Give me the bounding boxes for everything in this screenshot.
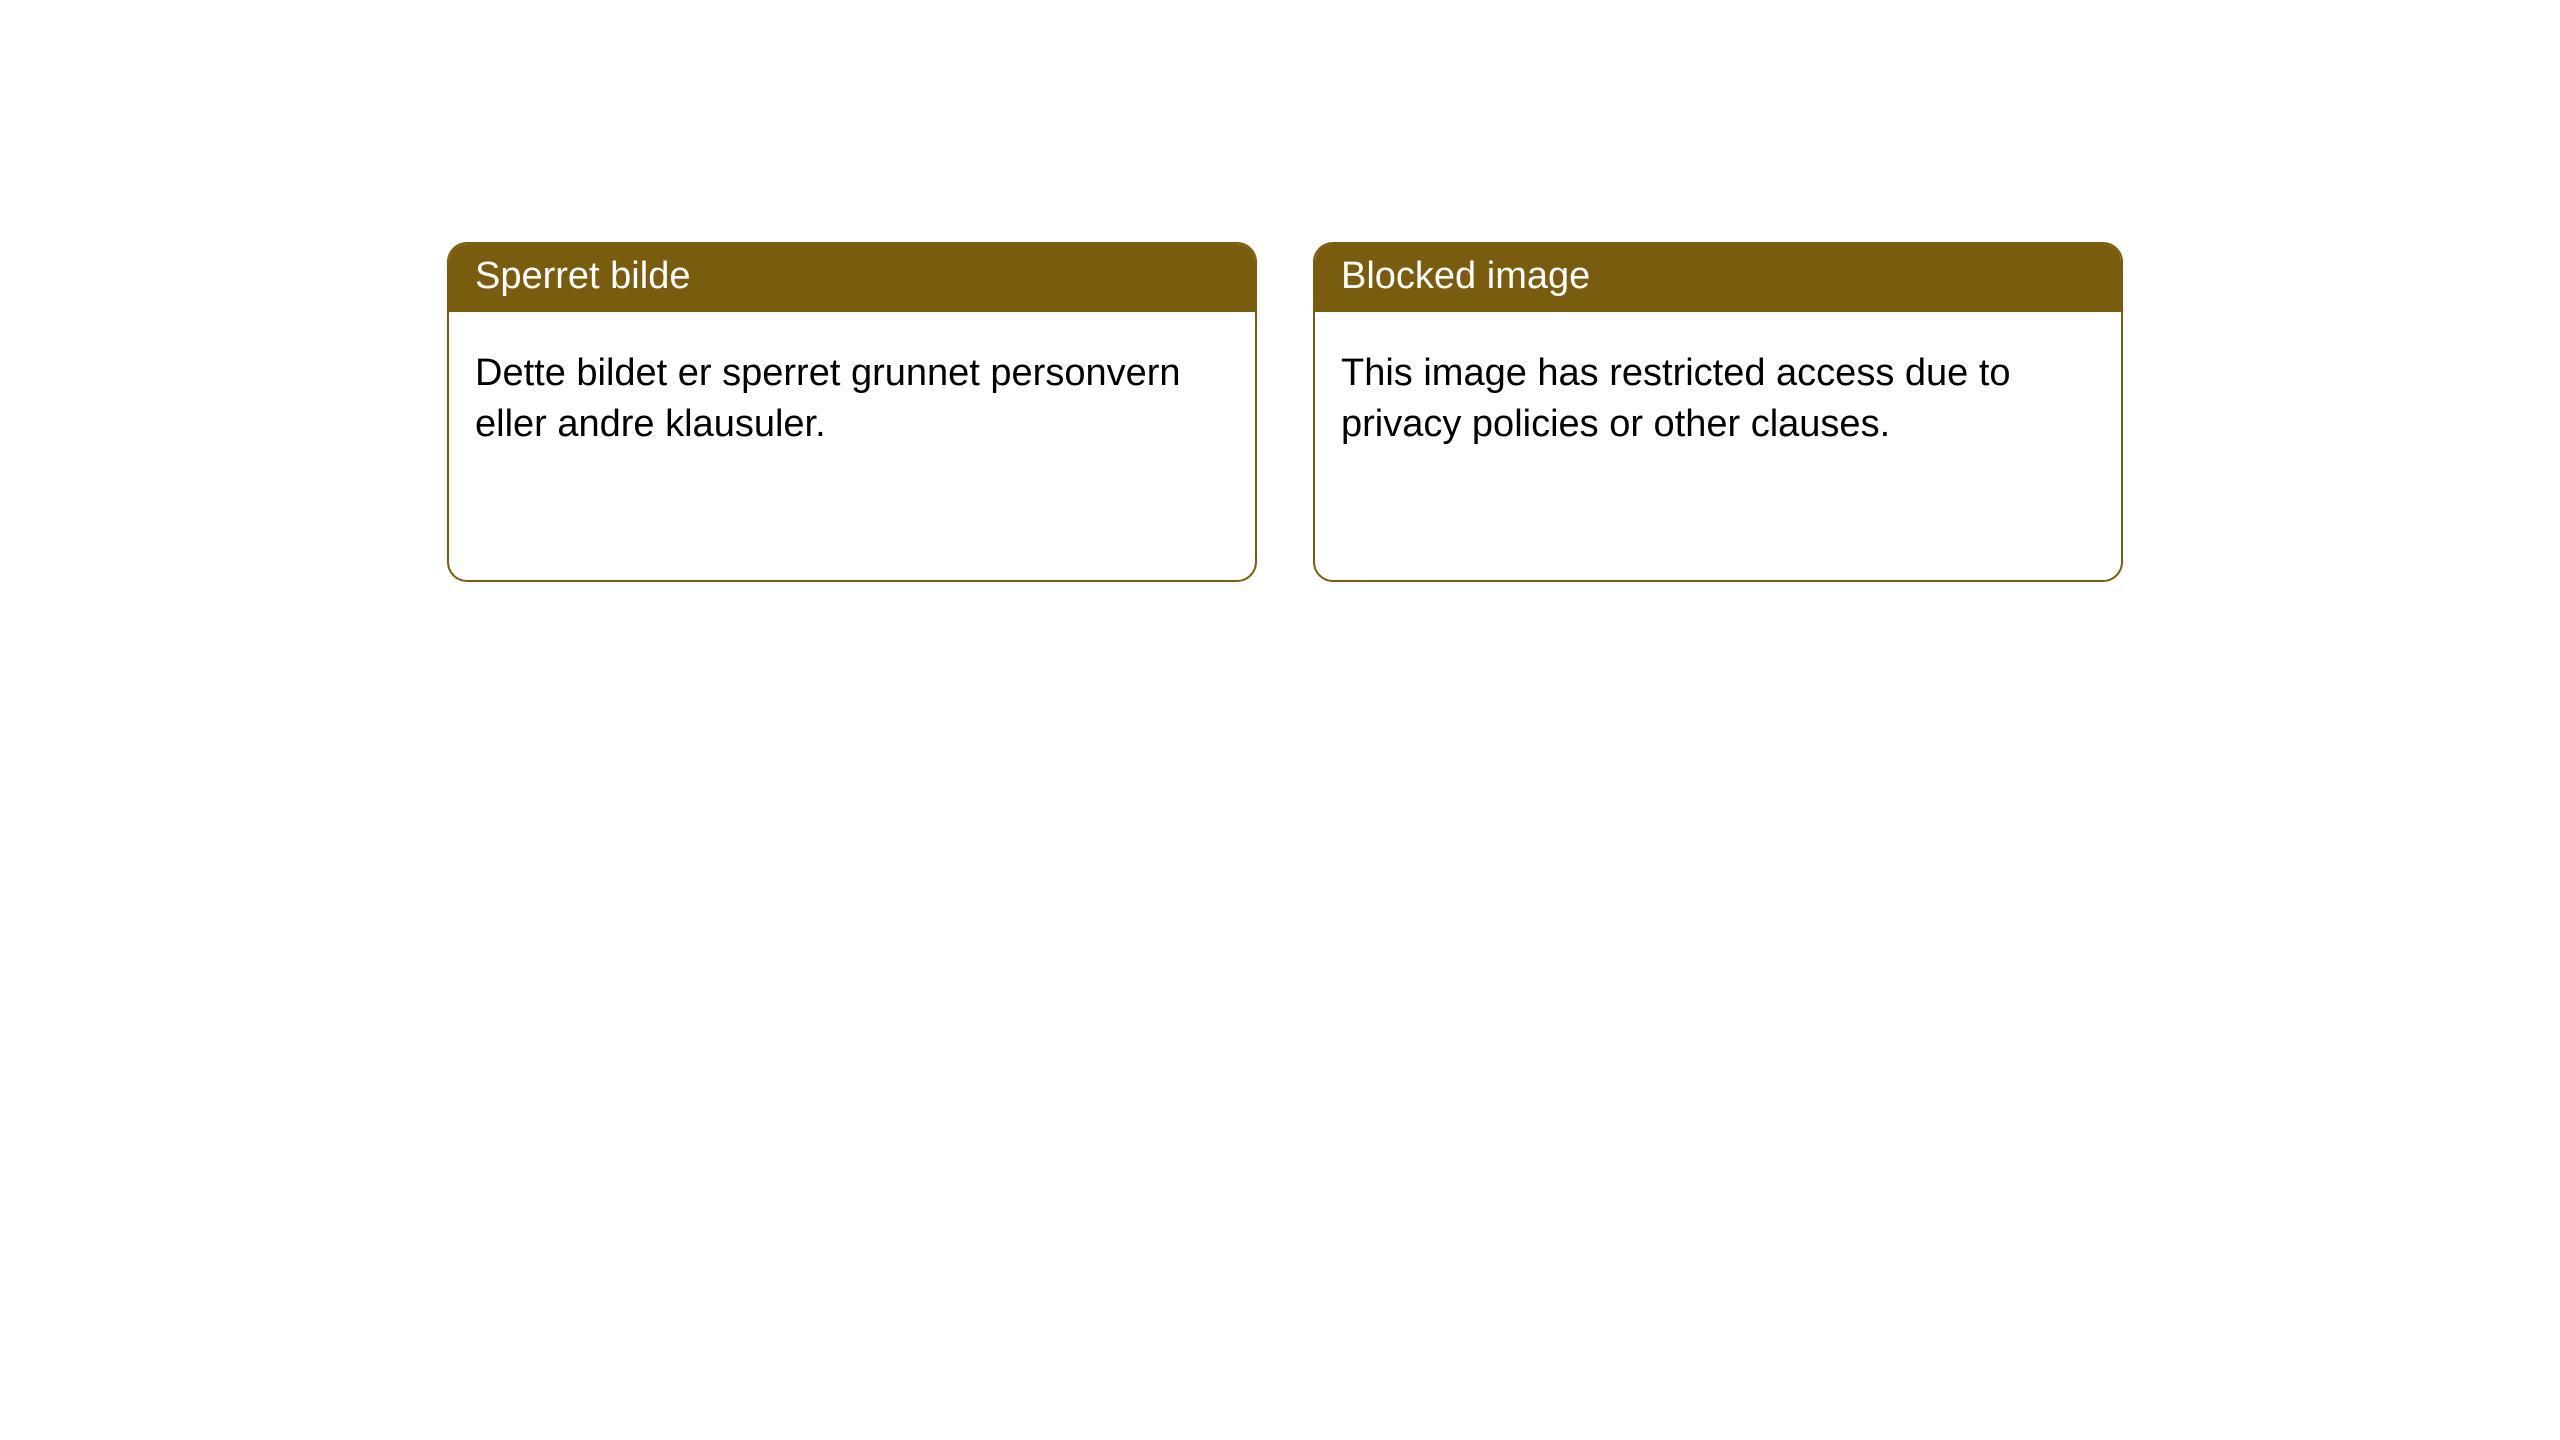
notice-card-english: Blocked image This image has restricted … bbox=[1313, 242, 2123, 582]
notice-body: This image has restricted access due to … bbox=[1315, 312, 2121, 477]
notice-title: Blocked image bbox=[1341, 255, 1590, 297]
notice-message: This image has restricted access due to … bbox=[1341, 352, 2011, 445]
notice-body: Dette bildet er sperret grunnet personve… bbox=[449, 312, 1255, 477]
notice-title: Sperret bilde bbox=[475, 255, 690, 297]
notice-card-norwegian: Sperret bilde Dette bildet er sperret gr… bbox=[447, 242, 1257, 582]
notice-header: Blocked image bbox=[1315, 244, 2121, 312]
notice-message: Dette bildet er sperret grunnet personve… bbox=[475, 352, 1181, 445]
notice-container: Sperret bilde Dette bildet er sperret gr… bbox=[0, 0, 2560, 582]
notice-header: Sperret bilde bbox=[449, 244, 1255, 312]
